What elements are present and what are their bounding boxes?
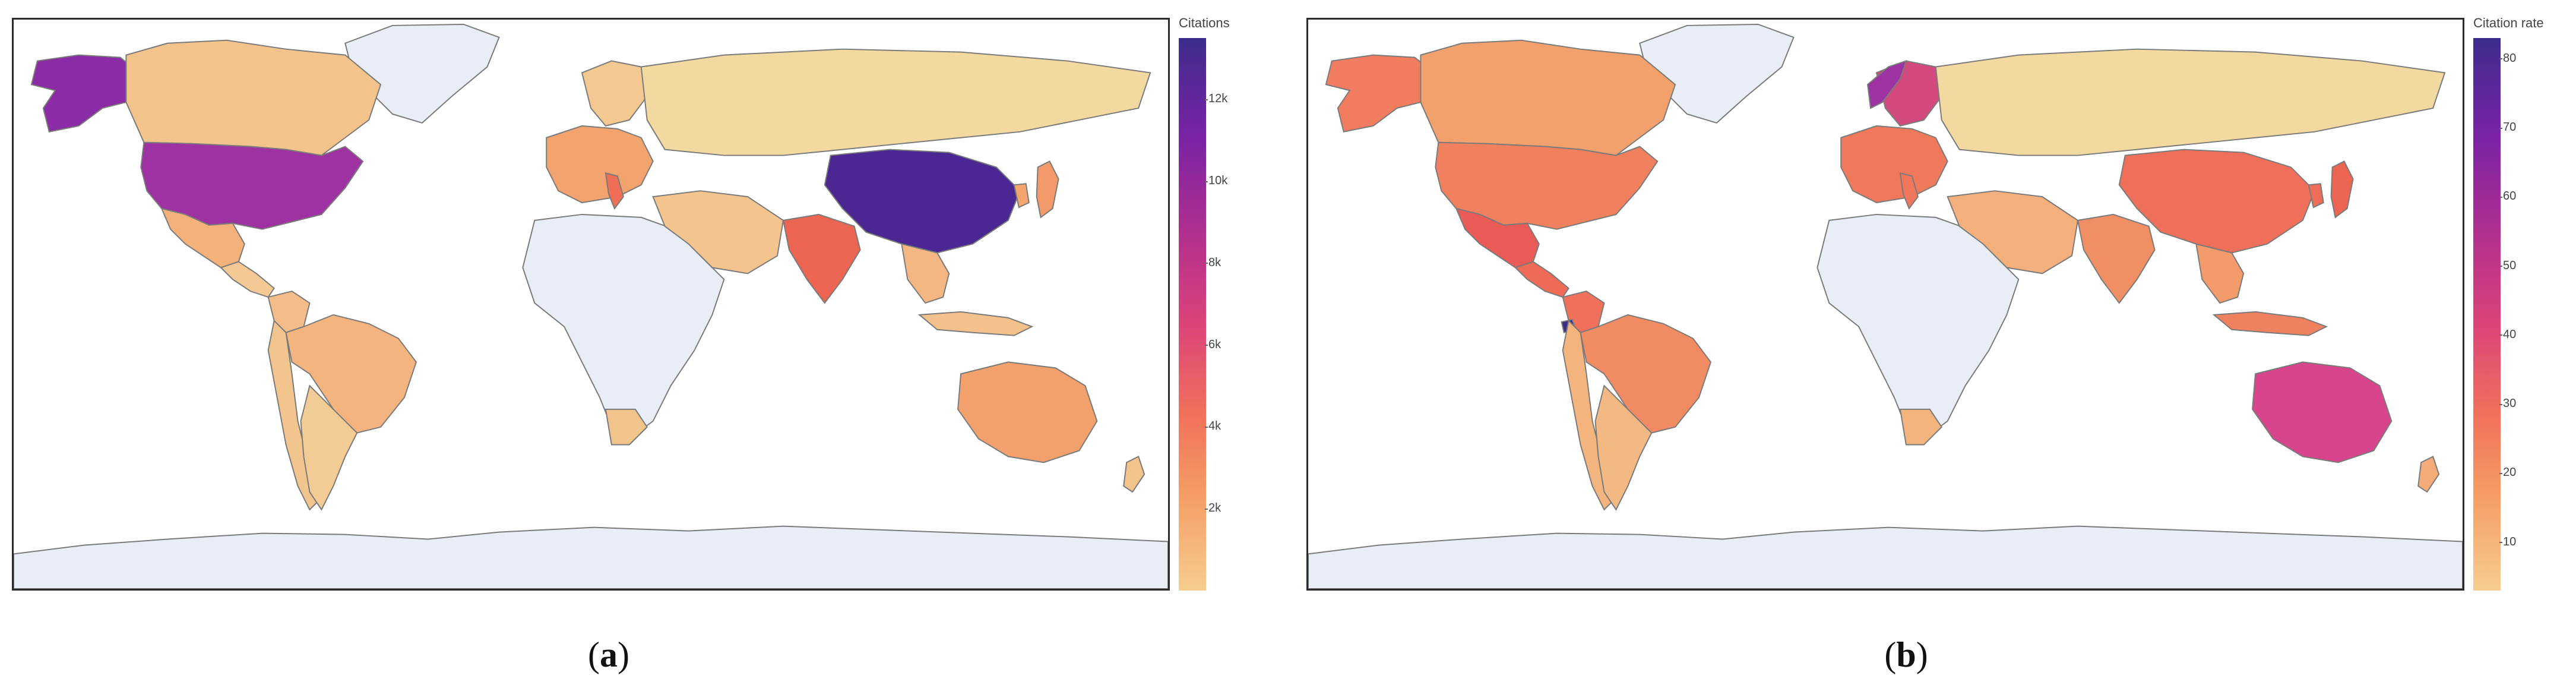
country-alaska [30, 54, 133, 132]
colorbar-tick-label: 12k [1204, 92, 1228, 106]
country-antarctica [1308, 525, 2463, 589]
panel-a: Citations 12k 10k 8k 6k 4k 2k [12, 12, 1230, 606]
country-alaska [1325, 54, 1428, 132]
world-map-b [1308, 23, 2463, 589]
country-europe [546, 125, 654, 204]
country-russia [640, 48, 1151, 156]
colorbar-title: Citations [1179, 15, 1230, 30]
colorbar-tick-label: 10k [1204, 174, 1228, 188]
country-norway [1867, 59, 1907, 109]
country-australia [957, 361, 1098, 463]
country-china [2118, 149, 2315, 254]
country-korea [1013, 183, 1030, 209]
colorbar-tick-label: 8k [1204, 255, 1221, 269]
country-argentina [300, 384, 358, 511]
country-scandinavia [581, 60, 648, 127]
country-brazil [285, 314, 417, 434]
panel-b: Citation rate 80 70 60 50 40 30 20 10 [1306, 12, 2544, 606]
colorbar-tick-label: 30 [2499, 397, 2517, 411]
country-brazil [1580, 314, 1712, 434]
colorbar-tick-label: 50 [2499, 258, 2517, 272]
country-middle-east [652, 190, 784, 274]
country-middle-east [1947, 190, 2079, 274]
country-new-zealand [1123, 455, 1145, 493]
country-korea [2308, 183, 2324, 209]
colorbar-tick-label: 4k [1204, 419, 1221, 433]
country-south-africa [605, 408, 648, 446]
country-argentina [1594, 384, 1653, 511]
colorbar-citations: Citations 12k 10k 8k 6k 4k 2k [1179, 12, 1230, 606]
world-map-a [14, 23, 1168, 589]
colorbar-tick-label: 6k [1204, 337, 1221, 351]
country-india [2077, 213, 2156, 304]
country-south-africa [1899, 408, 1942, 446]
colorbar-tick-label: 70 [2499, 121, 2517, 134]
country-southeast-asia [901, 243, 950, 304]
country-new-zealand [2417, 455, 2440, 493]
country-italy [605, 172, 624, 210]
country-central-america [220, 261, 275, 298]
colorbar-gradient [1179, 38, 1206, 591]
country-usa [1435, 141, 1659, 230]
colorbar-gradient [2473, 38, 2501, 591]
country-usa [140, 141, 364, 230]
choropleth-map-citation-rate [1306, 18, 2464, 591]
country-indonesia [2212, 311, 2328, 336]
country-canada [125, 39, 382, 156]
country-japan [2330, 160, 2354, 219]
country-canada [1420, 39, 1676, 156]
country-china [824, 149, 1021, 254]
choropleth-map-citations [12, 18, 1170, 591]
country-india [782, 213, 861, 304]
colorbar-tick-label: 40 [2499, 327, 2517, 341]
country-europe [1840, 125, 1948, 204]
country-southeast-asia [2195, 243, 2245, 304]
colorbar-tick-label: 80 [2499, 51, 2517, 65]
colorbar-tick-label: 20 [2499, 466, 2517, 479]
country-australia [2252, 361, 2393, 463]
caption-b: (b) [1884, 635, 1928, 674]
country-japan [1036, 160, 1059, 219]
country-indonesia [917, 311, 1034, 336]
country-russia [1935, 48, 2446, 156]
country-central-america [1514, 261, 1569, 298]
colorbar-citation-rate: Citation rate 80 70 60 50 40 30 20 10 [2473, 12, 2544, 606]
caption-a: (a) [588, 635, 629, 674]
colorbar-tick-label: 60 [2499, 190, 2517, 203]
colorbar-title: Citation rate [2473, 15, 2544, 30]
country-italy [1899, 172, 1919, 210]
colorbar-tick-label: 10 [2499, 535, 2517, 548]
country-antarctica [14, 525, 1168, 589]
colorbar-tick-label: 2k [1204, 501, 1221, 515]
